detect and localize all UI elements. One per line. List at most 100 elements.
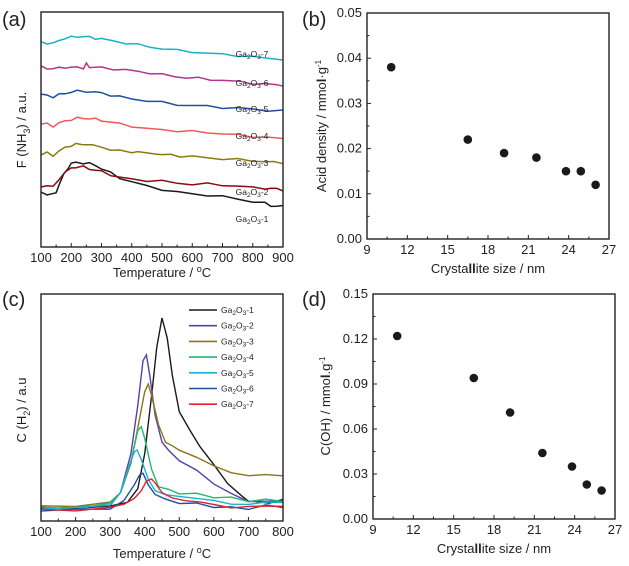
legend-label-Ga2O3-7: Ga2O3-7 — [221, 399, 254, 411]
panel-b-y-tick-label: 0.01 — [337, 186, 362, 201]
panel-b-y-title: Acid density / mmol·g-1 — [314, 59, 329, 192]
panel-a-x-title: Temperature / oC — [113, 264, 211, 280]
panel-c-x-tick-label: 600 — [203, 524, 225, 539]
series-line-Ga2O3-7 — [40, 478, 284, 512]
panel-b-x-tick-label: 15 — [440, 242, 454, 257]
panel-d-x-tick-label: 21 — [527, 522, 541, 537]
data-point — [469, 373, 479, 383]
legend-item-Ga2O3-5: Ga2O3-5 — [189, 368, 254, 380]
panel-b-y-tick-label: 0.00 — [337, 231, 362, 246]
series-line-Ga2O3-7 — [40, 35, 284, 61]
panel-a: (a) Ga2O3-1Ga2O3-2Ga2O3-3Ga2O3-4Ga2O3-5G… — [2, 9, 294, 280]
panel-d-y-tick-label: 0.15 — [343, 286, 368, 301]
panel-b-x-tick-label: 12 — [400, 242, 414, 257]
panel-b-y-tick-label: 0.03 — [337, 95, 362, 110]
panel-d-x-tick-label: 24 — [567, 522, 581, 537]
legend-item-Ga2O3-3: Ga2O3-3 — [189, 336, 254, 348]
panel-a-x-tick-label: 200 — [60, 250, 82, 265]
panel-b-x-tick-label: 9 — [363, 242, 370, 257]
panel-d-y-tick-label: 0.00 — [343, 511, 368, 526]
series-line-Ga2O3-4 — [40, 116, 284, 140]
series-line-Ga2O3-5 — [40, 89, 284, 113]
data-point — [561, 166, 571, 176]
panel-d: (d) 9 12 15 18 21 24 27 0.00 0.03 0.06 0.09 0.12 0.1… — [302, 286, 622, 556]
panel-d-x-tick-label: 27 — [608, 522, 622, 537]
panel-c-legend: Ga2O3-1 Ga2O3-2 Ga2O3-3 Ga2O3-4 Ga2O3-5 Ga2O3… — [189, 305, 254, 411]
panel-c-x-tick-label: 700 — [238, 524, 260, 539]
data-point — [591, 180, 600, 190]
panel-b-x-tick-label: 21 — [521, 242, 535, 257]
panel-label-a: (a) — [2, 9, 26, 31]
panel-a-x-axis: 100 200 300 400 500 600 700 800 900 — [30, 243, 294, 265]
panel-a-x-tick-label: 300 — [91, 250, 113, 265]
data-point — [505, 408, 515, 417]
panel-b-x-tick-label: 27 — [602, 242, 616, 257]
panel-a-x-tick-label: 800 — [242, 250, 264, 265]
panel-a-x-tick-label: 700 — [212, 250, 234, 265]
data-point — [499, 148, 509, 158]
data-point — [463, 135, 473, 144]
data-point — [392, 331, 402, 341]
series-line-Ga2O3-1 — [40, 317, 284, 509]
panel-b-x-tick-label: 18 — [481, 242, 495, 257]
panel-d-y-tick-label: 0.09 — [343, 376, 368, 391]
series-line-Ga2O3-1 — [40, 161, 284, 208]
panel-d-x-tick-label: 12 — [406, 522, 420, 537]
panel-b-y-tick-label: 0.04 — [337, 50, 362, 65]
panel-b-y-tick-label: 0.02 — [337, 141, 362, 156]
panel-d-y-title: C(OH) / mmol.g-1 — [318, 356, 333, 455]
legend-item-Ga2O3-2: Ga2O3-2 — [189, 321, 254, 333]
panel-b-axes: 9 12 15 18 21 24 27 0.00 0.01 0.02 0.03 0.04 0.05 — [337, 5, 617, 257]
panel-c-x-tick-label: 300 — [99, 524, 121, 539]
curve-label-Ga2O3-3: Ga2O3-3 — [236, 158, 269, 170]
panel-a-x-tick-label: 600 — [181, 250, 203, 265]
data-point — [582, 480, 592, 489]
panel-d-x-tick-label: 18 — [487, 522, 501, 537]
panel-label-d: (d) — [302, 289, 326, 311]
panel-d-points — [392, 331, 606, 495]
legend-item-Ga2O3-7: Ga2O3-7 — [189, 399, 254, 411]
panel-c-y-title: C (H2) / a.u — [14, 378, 32, 443]
panel-a-x-tick-label: 400 — [121, 250, 143, 265]
panel-d-x-tick-label: 9 — [369, 522, 376, 537]
legend-item-Ga2O3-1: Ga2O3-1 — [189, 305, 254, 317]
legend-label-Ga2O3-2: Ga2O3-2 — [221, 321, 254, 333]
legend-label-Ga2O3-3: Ga2O3-3 — [221, 336, 254, 348]
panel-b-y-tick-label: 0.05 — [337, 5, 362, 20]
panel-b-x-tick-label: 24 — [561, 242, 575, 257]
series-line-Ga2O3-6 — [40, 61, 284, 87]
panel-b-points — [386, 62, 600, 190]
data-point — [386, 62, 396, 72]
curve-label-Ga2O3-2: Ga2O3-2 — [236, 187, 269, 199]
panel-d-x-tick-label: 15 — [446, 522, 460, 537]
panel-b: (b) 9 12 15 18 21 24 27 0.00 0.01 0.02 0.03 0.04 0.0… — [302, 5, 616, 276]
panel-a-curve-labels: Ga2O3-1 Ga2O3-2 Ga2O3-3 Ga2O3-4 Ga2O3-5 Ga2O3… — [236, 49, 269, 226]
panel-label-b: (b) — [302, 9, 326, 31]
panel-b-x-title: Crystallite size / nm — [431, 261, 545, 276]
panel-c-x-tick-label: 400 — [134, 524, 156, 539]
curve-label-Ga2O3-7: Ga2O3-7 — [236, 49, 269, 61]
panel-c-x-tick-label: 500 — [168, 524, 190, 539]
curve-label-Ga2O3-4: Ga2O3-4 — [236, 131, 269, 143]
series-line-Ga2O3-5 — [40, 448, 284, 510]
panel-d-y-tick-label: 0.06 — [343, 421, 368, 436]
panel-a-y-title: F (NH3) / a.u. — [14, 92, 32, 169]
panel-d-x-title: Crystallite size / nm — [437, 541, 551, 556]
panel-c-x-tick-label: 100 — [30, 524, 52, 539]
legend-label-Ga2O3-5: Ga2O3-5 — [221, 368, 254, 380]
panel-c-x-title: Temperature / oC — [113, 545, 211, 561]
data-point — [538, 448, 547, 458]
data-point — [597, 486, 606, 495]
panel-c-x-axis: 100 200 300 400 500 600 700 800 — [30, 517, 294, 539]
data-point — [567, 462, 577, 471]
legend-label-Ga2O3-6: Ga2O3-6 — [221, 384, 254, 396]
panel-a-x-tick-label: 900 — [272, 250, 294, 265]
curve-label-Ga2O3-1: Ga2O3-1 — [236, 214, 269, 226]
data-point — [532, 153, 541, 162]
panel-c: (c) Ga2O3-1Ga2O3-2Ga2O3-3Ga2O3-4Ga2O3-5G… — [2, 289, 294, 561]
series-line-Ga2O3-2 — [40, 164, 284, 192]
legend-label-Ga2O3-1: Ga2O3-1 — [221, 305, 254, 317]
panel-a-x-tick-label: 500 — [151, 250, 173, 265]
data-point — [576, 166, 586, 176]
panel-a-x-tick-label: 100 — [30, 250, 52, 265]
